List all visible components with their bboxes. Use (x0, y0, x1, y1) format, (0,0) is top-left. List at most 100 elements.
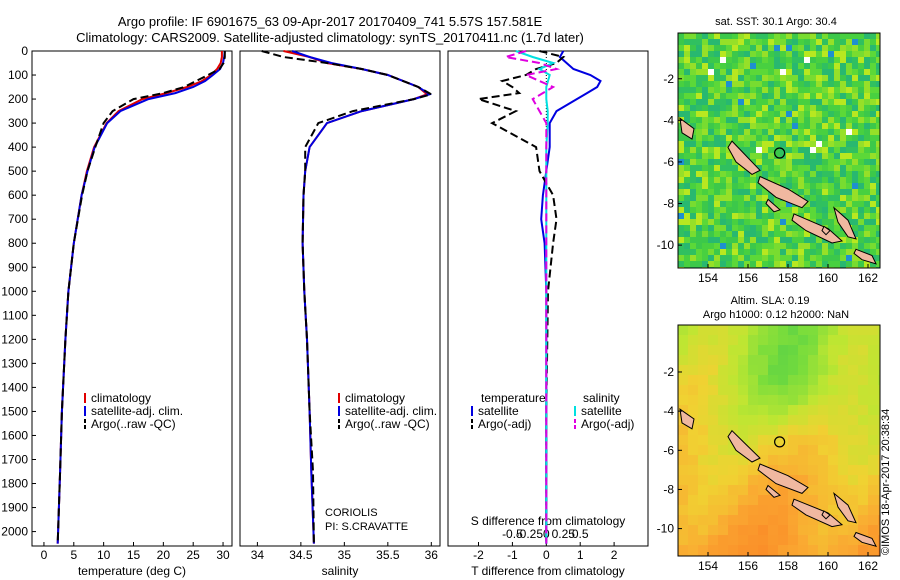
sal-legend-label: Argo(..raw -QC) (345, 417, 430, 431)
island (727, 140, 761, 175)
map-cell (876, 177, 880, 184)
map-cell (720, 219, 727, 226)
map-cell (878, 455, 880, 466)
map-cell (738, 485, 749, 496)
map-cell (718, 405, 729, 416)
map-cell (858, 237, 865, 244)
map-cell (774, 99, 781, 106)
map-cell (748, 485, 759, 496)
map-cell (840, 87, 847, 94)
map-cell (792, 135, 799, 142)
map-cell (708, 365, 719, 376)
map-cell (838, 525, 849, 536)
map-cell (878, 425, 880, 436)
map-cell (810, 171, 817, 178)
x-tick-label: 0 (543, 548, 550, 562)
map-cell (846, 207, 853, 214)
map-cell (718, 385, 729, 396)
map-cell (768, 355, 779, 366)
map-cell (690, 81, 697, 88)
map-cell (690, 231, 697, 238)
map-cell (778, 495, 789, 506)
map-cell (858, 69, 865, 76)
map-cell (822, 33, 829, 40)
map-cell (792, 189, 799, 196)
map-cell (816, 129, 823, 136)
map-cell (778, 485, 789, 496)
x-tick-label: 1 (577, 548, 584, 562)
map-cell (798, 465, 809, 476)
map-cell (702, 243, 709, 250)
map-cell (780, 243, 787, 250)
map-cell (756, 99, 763, 106)
map-cell (876, 129, 880, 136)
map-cell (738, 81, 745, 88)
map-cell (804, 213, 811, 220)
map-cell (678, 183, 685, 190)
map-cell (696, 213, 703, 220)
map-cell (822, 117, 829, 124)
map-cell (768, 33, 775, 40)
map-cell (864, 99, 871, 106)
map-cell (848, 415, 859, 426)
map-cell (702, 225, 709, 232)
map-cell (848, 405, 859, 416)
map-cell (834, 261, 841, 268)
map-cell (808, 465, 819, 476)
map-cell (750, 51, 757, 58)
map-cell (808, 335, 819, 346)
map-cell (714, 153, 721, 160)
map-cell (816, 99, 823, 106)
map-cell (678, 525, 689, 536)
map-cell (868, 365, 879, 376)
map-cell (870, 225, 877, 232)
map-cell (864, 69, 871, 76)
map-cell (858, 105, 865, 112)
map-cell (684, 57, 691, 64)
map-cell (748, 505, 759, 516)
map-cell (878, 435, 880, 446)
map-cell (726, 69, 733, 76)
map-cell (756, 159, 763, 166)
map-cell (714, 39, 721, 46)
map-cell (726, 177, 733, 184)
depth-tick-label: 1200 (1, 332, 28, 346)
map-cell (714, 231, 721, 238)
map-cell (804, 87, 811, 94)
map-cell (864, 39, 871, 46)
map-cell (720, 189, 727, 196)
map-cell (870, 231, 877, 238)
map-cell (748, 405, 759, 416)
depth-tick-label: 1800 (1, 477, 28, 491)
map-cell (834, 255, 841, 262)
map-cell (852, 177, 859, 184)
map-cell (788, 445, 799, 456)
map-cell (750, 57, 757, 64)
map-cell (702, 153, 709, 160)
map-cell (804, 117, 811, 124)
map-cell (708, 405, 719, 416)
map-cell (778, 465, 789, 476)
map-cell (878, 385, 880, 396)
map-cell (702, 51, 709, 58)
sal-legend-label: climatology (345, 391, 405, 405)
map-cell (720, 159, 727, 166)
map-cell (696, 195, 703, 202)
map-cell (876, 45, 880, 52)
map-x-tick-label: 154 (698, 271, 718, 285)
imos-credit: ©IMOS 18-Apr-2017 20:38:34 (880, 408, 892, 555)
map-cell (762, 75, 769, 82)
map-cell (834, 225, 841, 232)
map-cell (678, 153, 685, 160)
map-cell (858, 183, 865, 190)
map-cell (698, 325, 709, 336)
map-cell (876, 171, 880, 178)
map-cell (774, 237, 781, 244)
map-cell (732, 249, 739, 256)
map-cell (828, 51, 835, 58)
map-cell (738, 249, 745, 256)
map-cell (828, 495, 839, 506)
map-cell (792, 129, 799, 136)
map-cell (838, 365, 849, 376)
map-cell (702, 99, 709, 106)
